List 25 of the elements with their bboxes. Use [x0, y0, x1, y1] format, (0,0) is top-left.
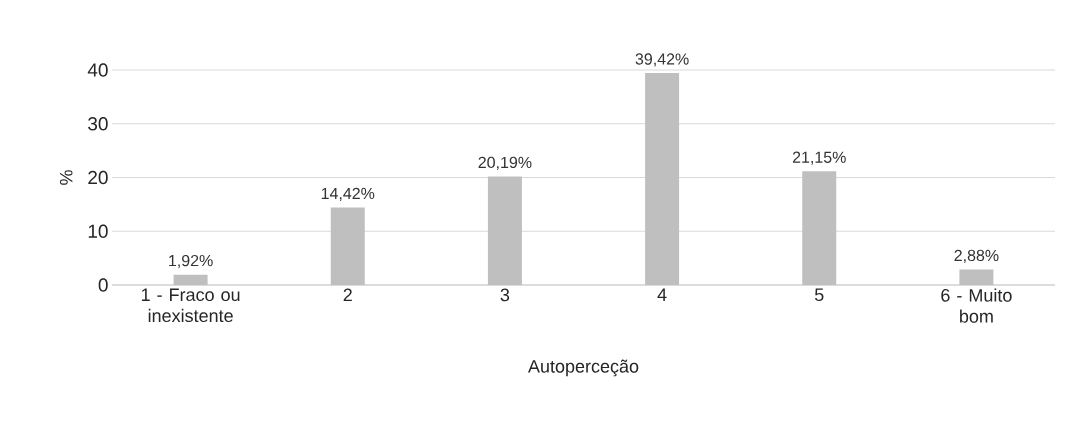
x-tick-label: 3 [500, 288, 510, 302]
x-tick-label: 1 - Fraco ou inexistente [141, 288, 240, 323]
y-axis-title: % [59, 170, 73, 185]
x-tick-label: 5 [814, 288, 824, 302]
bar [173, 274, 208, 285]
x-tick-label: 6 - Muito bom [941, 288, 1012, 323]
data-label: 2,88% [954, 249, 999, 263]
x-tick-label: 2 [343, 288, 352, 302]
data-label: 21,15% [792, 151, 846, 165]
data-label: 1,92% [169, 254, 213, 269]
bar [959, 269, 994, 285]
y-tick-label: 0 [98, 278, 108, 292]
data-label: 14,42% [321, 187, 375, 201]
y-tick-label: 30 [88, 117, 108, 131]
data-label: 20,19% [478, 156, 532, 170]
y-tick-label: 40 [87, 63, 108, 77]
y-tick-label: 20 [88, 170, 108, 185]
data-label: 39,42% [635, 53, 689, 67]
x-axis-title: Autoperceção [528, 359, 639, 377]
x-tick-label: 4 [657, 288, 667, 301]
bar [330, 207, 365, 285]
bar [487, 176, 522, 285]
bar [802, 171, 837, 285]
bar [645, 73, 680, 285]
y-tick-label: 10 [88, 224, 108, 238]
